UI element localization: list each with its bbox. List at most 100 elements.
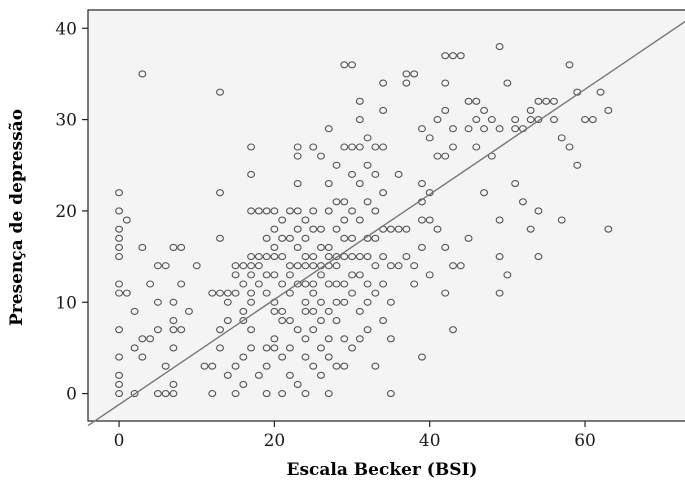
data-point: [449, 326, 457, 334]
data-point: [247, 262, 256, 270]
data-point: [332, 280, 341, 288]
data-point: [324, 207, 333, 215]
data-point: [480, 106, 489, 115]
data-point: [115, 189, 124, 197]
data-point: [293, 280, 302, 288]
data-point: [115, 243, 124, 252]
data-point: [511, 116, 520, 124]
data-point: [161, 390, 170, 398]
data-point: [487, 116, 496, 124]
data-point: [355, 307, 364, 315]
data-point: [534, 253, 543, 261]
data-point: [417, 179, 426, 188]
data-point: [270, 253, 279, 261]
data-points: [115, 42, 613, 398]
data-point: [317, 271, 325, 279]
data-point: [511, 179, 520, 188]
data-point: [115, 234, 124, 242]
reference-line: [87, 20, 685, 427]
data-point: [417, 243, 426, 252]
data-point: [386, 262, 395, 270]
data-point: [410, 70, 419, 78]
data-point: [379, 79, 388, 87]
data-point: [293, 243, 302, 252]
data-point: [355, 271, 364, 279]
data-point: [324, 390, 333, 398]
data-point: [309, 207, 318, 215]
data-point: [410, 280, 419, 288]
data-point: [208, 390, 217, 398]
data-point: [254, 253, 263, 261]
data-point: [301, 298, 310, 306]
data-point: [371, 262, 380, 270]
data-point: [192, 262, 201, 270]
data-point: [231, 271, 240, 279]
data-point: [340, 143, 349, 151]
data-point: [115, 280, 124, 288]
data-point: [247, 289, 256, 297]
data-point: [394, 170, 403, 178]
data-point: [301, 216, 310, 224]
data-point: [293, 326, 302, 334]
data-point: [278, 307, 287, 315]
data-point: [348, 234, 357, 242]
data-point: [247, 170, 256, 178]
x-tick-label: 20: [264, 431, 286, 451]
data-point: [216, 234, 224, 242]
data-point: [270, 307, 279, 315]
data-point: [115, 289, 124, 297]
data-point: [340, 234, 349, 242]
data-point: [185, 307, 193, 315]
data-point: [317, 316, 325, 325]
data-point: [247, 298, 256, 306]
data-point: [340, 280, 349, 288]
data-point: [480, 189, 489, 197]
data-point: [262, 271, 271, 279]
data-point: [161, 262, 170, 270]
data-point: [278, 234, 287, 242]
data-point: [425, 134, 434, 142]
data-point: [441, 152, 450, 160]
data-point: [402, 253, 411, 261]
data-point: [573, 161, 582, 169]
data-point: [216, 88, 224, 96]
data-point: [495, 125, 504, 133]
y-tick-label: 10: [55, 293, 77, 313]
data-point: [363, 198, 372, 206]
data-point: [153, 298, 162, 306]
data-point: [394, 262, 403, 270]
data-point: [526, 106, 535, 115]
data-point: [511, 125, 520, 133]
data-point: [247, 207, 256, 215]
data-point: [301, 262, 310, 270]
data-point: [495, 253, 504, 261]
data-point: [130, 307, 139, 315]
data-point: [588, 116, 597, 124]
data-point: [456, 52, 465, 60]
data-point: [231, 262, 240, 270]
data-point: [153, 262, 162, 270]
data-point: [596, 88, 605, 96]
axis-ticks: 0 20 40 60 0 10 20 30 40: [55, 19, 595, 451]
data-point: [216, 344, 224, 352]
data-point: [417, 125, 426, 133]
data-point: [441, 106, 450, 115]
data-point: [122, 216, 131, 224]
data-point: [324, 243, 333, 252]
data-point: [324, 280, 333, 288]
data-point: [130, 344, 139, 352]
data-point: [433, 116, 442, 124]
data-point: [371, 143, 380, 151]
data-point: [293, 225, 302, 233]
data-point: [153, 390, 162, 398]
data-point: [146, 335, 155, 343]
y-tick-label: 30: [55, 111, 77, 131]
data-point: [503, 79, 512, 87]
data-point: [177, 280, 186, 288]
data-point: [262, 253, 271, 261]
data-point: [278, 316, 287, 325]
data-point: [495, 216, 504, 224]
data-point: [115, 225, 124, 233]
data-point: [285, 234, 294, 242]
data-point: [115, 390, 124, 398]
